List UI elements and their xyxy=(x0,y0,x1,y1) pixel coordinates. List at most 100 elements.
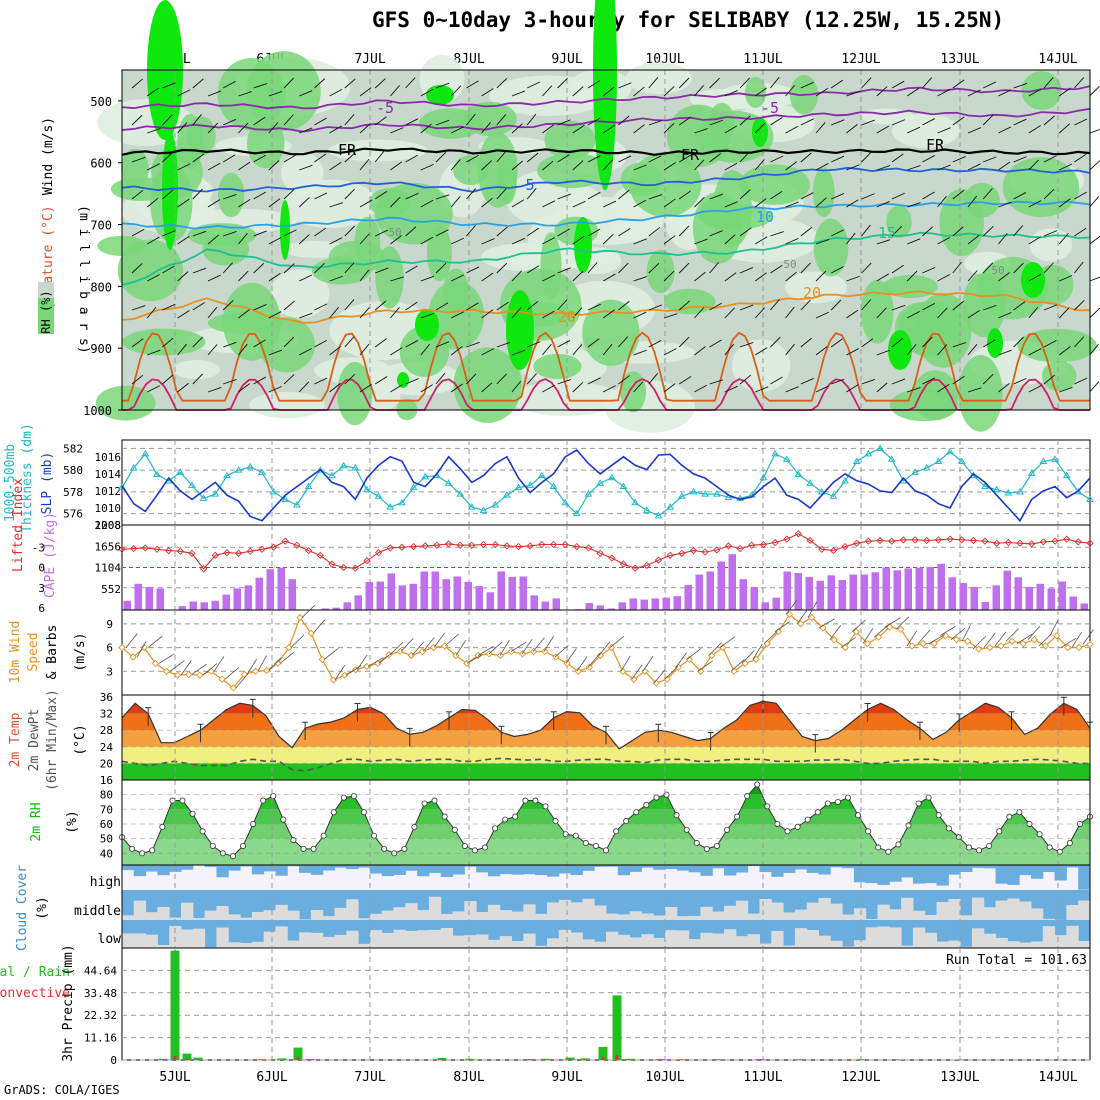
wind-barb xyxy=(785,306,795,319)
wind-barb xyxy=(420,343,431,356)
wind-barb xyxy=(344,299,355,311)
cloud-cell xyxy=(122,915,135,920)
cape-bar xyxy=(816,580,824,610)
wind-barb xyxy=(268,91,283,97)
contour-label: 50 xyxy=(388,226,401,239)
wind-barb xyxy=(246,659,257,675)
rh-band xyxy=(122,784,1090,795)
precip-total-bar xyxy=(598,1046,608,1060)
cloud-high-cell xyxy=(275,865,288,876)
wind-barb xyxy=(694,384,707,393)
rh-legend-swatch xyxy=(38,282,54,298)
cloud-high-cell xyxy=(476,865,489,873)
wind-barb xyxy=(891,264,904,274)
cloud-high-cell xyxy=(299,865,312,873)
cloud-cell xyxy=(476,934,489,948)
cloud-cell xyxy=(617,934,631,948)
wind-barb xyxy=(891,119,906,126)
wind-barb xyxy=(846,164,860,171)
wind-barb xyxy=(709,153,721,163)
rh-moist-patch xyxy=(646,249,675,294)
wind-barb xyxy=(238,383,250,393)
lifted-index-marker xyxy=(608,554,616,562)
wind-barb xyxy=(1089,160,1100,171)
slp-line xyxy=(121,448,1091,523)
precip-total-bar xyxy=(540,1058,550,1060)
cape-tick-label: 2208 xyxy=(95,519,122,532)
cloud-high-cell xyxy=(948,865,961,875)
lifted-index-marker xyxy=(130,544,138,553)
rh-marker xyxy=(623,818,630,825)
cape-bar xyxy=(409,583,417,610)
pressure-axis-label: (m i l l i b a r s) xyxy=(76,205,91,354)
temp-tick-label: 28 xyxy=(100,724,113,737)
wind-barb xyxy=(800,81,814,89)
thickness-marker xyxy=(689,487,698,495)
rh-moist-patch xyxy=(217,172,245,218)
rh-marker xyxy=(713,842,720,849)
cloud-high-cell xyxy=(1007,865,1020,885)
thickness-marker xyxy=(502,491,511,498)
cloud-cell xyxy=(912,927,926,948)
wind-barb xyxy=(967,163,981,171)
wind-barb xyxy=(450,159,461,171)
lifted-index-marker xyxy=(643,561,651,570)
wind-barb xyxy=(952,261,962,274)
cloud-cell xyxy=(653,915,666,920)
rh-marker xyxy=(411,823,418,830)
cloud-cell xyxy=(936,941,949,948)
wind-barb xyxy=(192,113,203,126)
wind-barb xyxy=(466,113,476,126)
wind-barb xyxy=(1074,153,1087,163)
wind-speed-marker xyxy=(830,636,838,644)
thickness-marker xyxy=(864,449,873,457)
cloud-cell xyxy=(499,910,513,920)
cloud-cell xyxy=(818,897,831,920)
x-tick-label-bottom: 14JUL xyxy=(1038,1070,1077,1085)
wind-barb xyxy=(785,237,799,245)
run-total-label: Run Total = 101.63 xyxy=(946,953,1087,968)
wind-barb xyxy=(891,225,903,237)
wind-barb xyxy=(162,374,174,385)
wind-speed-marker xyxy=(986,643,994,652)
contour-label: 20 xyxy=(558,308,576,326)
wind-barb xyxy=(1059,163,1073,171)
cloud-cell xyxy=(169,917,182,920)
thickness-marker xyxy=(176,468,185,475)
wind-barb xyxy=(466,225,476,237)
lifted-index-marker xyxy=(724,542,733,550)
wind-barb xyxy=(451,237,465,245)
x-tick-label-bottom: 12JUL xyxy=(841,1070,880,1085)
wind-barb xyxy=(815,270,827,282)
wind-barb xyxy=(861,338,874,348)
wind-barb xyxy=(922,77,933,89)
lifted-index-marker xyxy=(316,551,324,559)
wind-barb xyxy=(223,193,237,200)
cloud-cell xyxy=(358,943,371,948)
wind-barb xyxy=(891,153,904,163)
cloud-cell xyxy=(546,902,560,920)
wind-barb xyxy=(648,372,659,385)
cloud-high-cell xyxy=(889,865,902,882)
wind-barb xyxy=(1043,262,1054,274)
x-tick-label-top: 12JUL xyxy=(841,52,880,67)
x-tick-label-bottom: 13JUL xyxy=(940,1070,979,1085)
wind-barb xyxy=(633,199,647,208)
cloud-cell xyxy=(369,930,383,948)
cloud-cell xyxy=(204,910,217,920)
wind-barb xyxy=(390,307,400,319)
lifted-index-marker xyxy=(538,540,546,549)
cloud-cell xyxy=(452,911,465,920)
wind-barb xyxy=(648,120,663,126)
wind-barb xyxy=(618,375,630,385)
wind-barb xyxy=(1013,377,1027,385)
thickness-marker xyxy=(141,449,150,457)
wind-barb xyxy=(642,656,654,672)
wind-barb xyxy=(928,634,945,644)
wind-barb xyxy=(554,644,569,658)
rh-moist-patch xyxy=(453,347,522,423)
cloud-high-cell xyxy=(535,865,548,876)
wind-barb xyxy=(1089,307,1100,319)
wind-barb xyxy=(907,202,921,208)
cloud-high-cell xyxy=(735,865,749,873)
